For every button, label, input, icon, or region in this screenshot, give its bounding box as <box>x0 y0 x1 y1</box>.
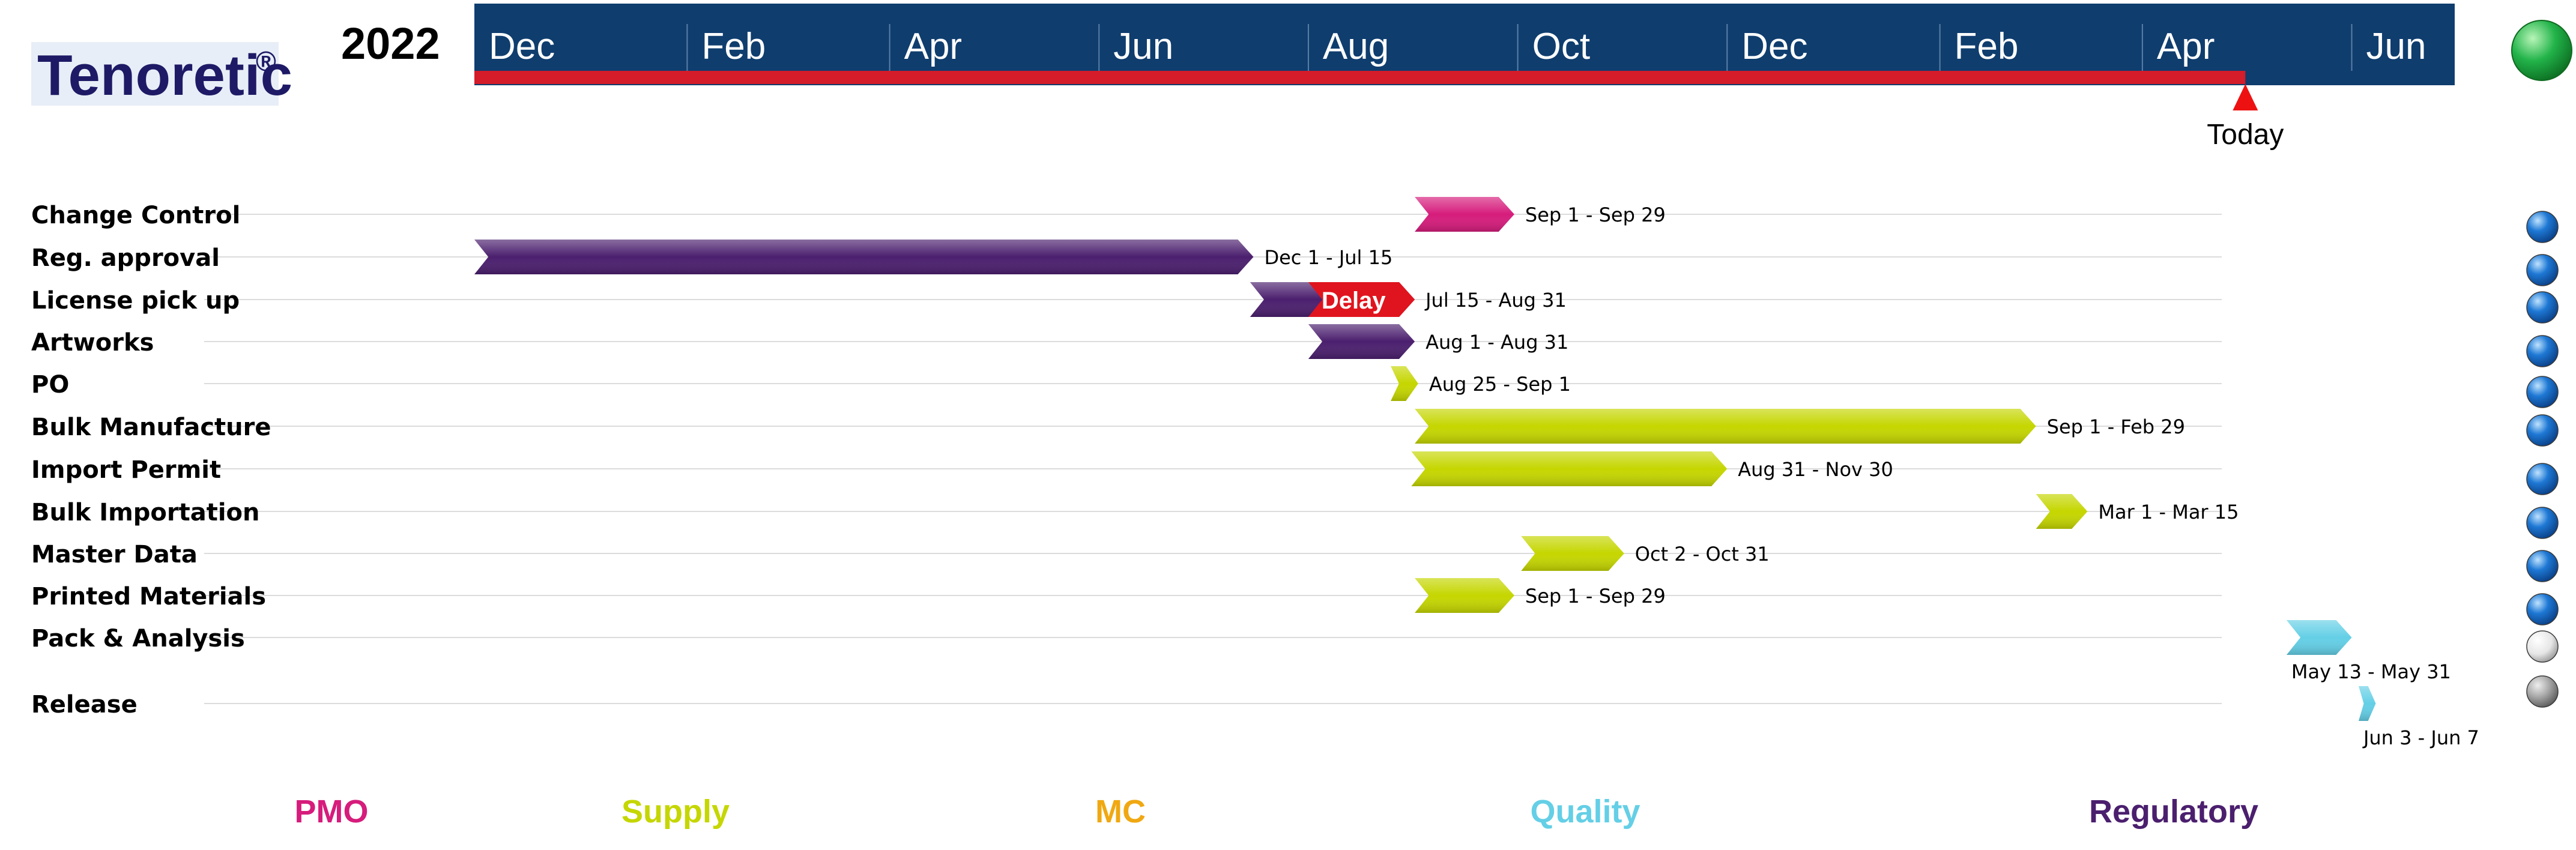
task-bar-sheen <box>2286 620 2352 655</box>
task-date-range: Sep 1 - Sep 29 <box>1525 585 1666 607</box>
legend-item-supply: Supply <box>621 794 730 830</box>
task-status-indicator <box>2526 254 2559 286</box>
logo-registered-mark: ® <box>256 46 276 77</box>
task-status-indicator <box>2526 630 2559 663</box>
task-status-indicator <box>2526 507 2559 539</box>
logo: Tenoretic ® <box>31 42 292 107</box>
legend: PMO Supply MC Quality Regulatory <box>294 794 2258 830</box>
task-bar-sheen <box>1415 409 2036 444</box>
task-name: PO <box>31 371 69 399</box>
gantt-row: PO Aug 25 - Sep 1 <box>31 366 2559 408</box>
task-name: Bulk Importation <box>31 499 260 526</box>
month-label: Dec <box>489 26 555 67</box>
task-status-indicator <box>2526 414 2559 447</box>
gantt-row: License pick up Delay Jul 15 - Aug 31 <box>31 282 2559 324</box>
overall-status-indicator <box>2511 20 2572 81</box>
task-date-range: Aug 31 - Nov 30 <box>1738 458 1893 481</box>
task-name: Change Control <box>31 202 240 229</box>
task-status-indicator <box>2526 593 2559 625</box>
task-date-range: Sep 1 - Feb 29 <box>2047 415 2185 438</box>
legend-item-mc: MC <box>1095 794 1146 830</box>
task-status-indicator <box>2526 376 2559 408</box>
task-bar-sheen <box>1391 366 1418 401</box>
task-date-range: Oct 2 - Oct 31 <box>1635 543 1770 565</box>
task-status-indicator <box>2526 291 2559 324</box>
task-date-range: Jun 3 - Jun 7 <box>2362 726 2479 749</box>
task-name: Import Permit <box>31 456 221 484</box>
delay-bar[interactable] <box>1308 282 1415 317</box>
gantt-row: Release Jun 3 - Jun 7 <box>31 675 2559 749</box>
month-label: Feb <box>1955 26 2019 67</box>
task-date-range: Mar 1 - Mar 15 <box>2098 501 2239 523</box>
task-bar-sheen <box>474 240 1254 274</box>
task-status-indicator <box>2526 211 2559 243</box>
timeline-header: Dec Feb Apr Jun Aug Oct Dec Feb Apr Jun <box>474 4 2455 85</box>
task-name: Master Data <box>31 541 198 568</box>
task-status-indicator <box>2526 335 2559 367</box>
month-label: Oct <box>1532 26 1590 67</box>
task-bar-sheen <box>1415 197 1514 232</box>
task-bar-sheen <box>1415 578 1514 613</box>
task-name: License pick up <box>31 287 240 315</box>
task-name: Printed Materials <box>31 583 266 610</box>
gantt-row: Bulk Importation Mar 1 - Mar 15 <box>31 494 2559 539</box>
task-name: Reg. approval <box>31 244 220 272</box>
task-bar-sheen <box>1308 324 1415 359</box>
gantt-row: Pack & Analysis May 13 - May 31 <box>31 620 2559 683</box>
legend-item-regulatory: Regulatory <box>2089 794 2258 830</box>
gantt-row: Reg. approval Dec 1 - Jul 15 <box>31 240 2559 286</box>
task-bar-sheen <box>2359 686 2376 721</box>
task-date-range: Aug 1 - Aug 31 <box>1426 331 1568 354</box>
month-label: Apr <box>2157 26 2215 67</box>
task-name: Bulk Manufacture <box>31 414 271 441</box>
month-label: Apr <box>904 26 962 67</box>
task-bar-sheen <box>1521 536 1624 571</box>
legend-item-pmo: PMO <box>294 794 368 830</box>
task-date-range: May 13 - May 31 <box>2291 660 2451 683</box>
task-bar-sheen <box>2036 494 2088 529</box>
gantt-row: Printed Materials Sep 1 - Sep 29 <box>31 578 2559 625</box>
gantt-row: Master Data Oct 2 - Oct 31 <box>31 536 2559 582</box>
today-label: Today <box>2207 119 2284 151</box>
legend-item-quality: Quality <box>1530 794 1640 830</box>
task-date-range: Jul 15 - Aug 31 <box>1424 289 1567 312</box>
gantt-row: Artworks Aug 1 - Aug 31 <box>31 324 2559 367</box>
task-status-indicator <box>2526 463 2559 495</box>
task-status-indicator <box>2526 550 2559 582</box>
task-name: Release <box>31 691 138 719</box>
logo-text: Tenoretic <box>37 43 292 107</box>
task-date-range: Aug 25 - Sep 1 <box>1429 373 1571 396</box>
task-name: Pack & Analysis <box>31 625 245 653</box>
gantt-row: Change Control Sep 1 - Sep 29 <box>31 197 2559 243</box>
today-triangle <box>2233 84 2258 110</box>
task-name: Artworks <box>31 329 154 357</box>
timeline-progress-bar <box>474 71 2246 84</box>
year-label: 2022 <box>341 19 440 68</box>
task-date-range: Sep 1 - Sep 29 <box>1525 203 1666 226</box>
month-label: Jun <box>1113 26 1173 67</box>
month-label: Feb <box>701 26 766 67</box>
month-label: Jun <box>2366 26 2426 67</box>
month-label: Aug <box>1323 26 1389 67</box>
gantt-row: Bulk Manufacture Sep 1 - Feb 29 <box>31 409 2559 447</box>
today-marker: Today <box>2207 84 2284 151</box>
month-label: Dec <box>1741 26 1807 67</box>
gantt-row: Import Permit Aug 31 - Nov 30 <box>31 451 2559 495</box>
task-date-range: Dec 1 - Jul 15 <box>1264 246 1392 269</box>
task-bar-sheen <box>1411 451 1728 486</box>
delay-label: Delay <box>1322 288 1386 314</box>
task-status-indicator <box>2526 675 2559 708</box>
